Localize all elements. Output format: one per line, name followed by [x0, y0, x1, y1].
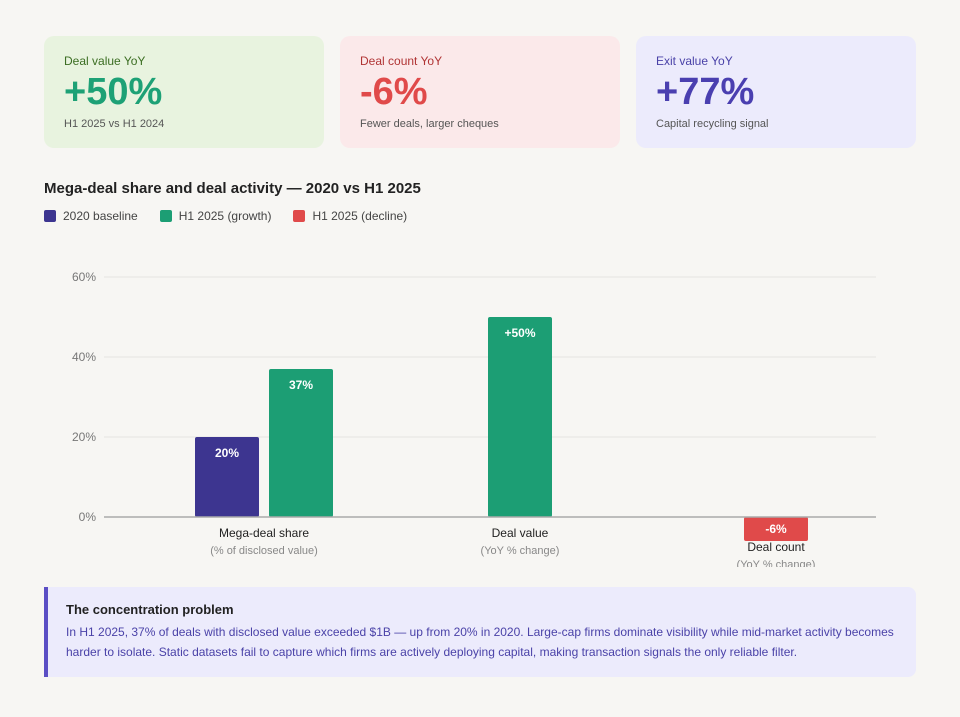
bar [195, 437, 259, 517]
legend-item-baseline: 2020 baseline [44, 209, 138, 223]
kpi-card-deal-count: Deal count YoY -6% Fewer deals, larger c… [340, 36, 620, 148]
legend-item-decline: H1 2025 (decline) [293, 209, 407, 223]
legend-label: H1 2025 (decline) [312, 209, 408, 223]
bar-data-label: -6% [765, 522, 787, 536]
legend-swatch [293, 210, 306, 222]
insight-callout: The concentration problem In H1 2025, 37… [44, 587, 916, 677]
bar-data-label: 37% [289, 378, 313, 392]
kpi-label: Deal value YoY [64, 54, 146, 68]
bar [744, 517, 808, 541]
callout-title: The concentration problem [66, 602, 234, 617]
bar-chart: 0% 20% 40% 60% 20% 37% Mega-deal share (% of di… [72, 270, 876, 567]
kpi-value: +77% [656, 71, 755, 113]
x-category-label: Deal value [492, 526, 549, 540]
chart-title: Mega-deal share and deal activity — 2020… [44, 180, 421, 197]
kpi-row: Deal value YoY +50% H1 2025 vs H1 2024 D… [44, 36, 916, 148]
kpi-subtitle: Capital recycling signal [656, 118, 769, 130]
x-category-sublabel: (% of disclosed value) [210, 545, 318, 557]
x-category-label: Deal count [747, 540, 805, 554]
legend-swatch [44, 210, 56, 222]
y-tick-label: 40% [72, 350, 96, 364]
kpi-label: Deal count YoY [360, 54, 443, 68]
legend-item-growth: H1 2025 (growth) [159, 209, 272, 223]
x-category-sublabel: (YoY % change) [481, 545, 560, 557]
legend-label: H1 2025 (growth) [178, 209, 272, 223]
x-category-label: Mega-deal share [219, 526, 309, 540]
bar [488, 317, 552, 517]
chart-legend: 2020 baseline H1 2025 (growth) H1 2025 (… [44, 209, 407, 223]
kpi-card-exit-value: Exit value YoY +77% Capital recycling si… [636, 36, 916, 148]
callout-body: In H1 2025, 37% of deals with disclosed … [66, 625, 894, 659]
bar-data-label: +50% [504, 326, 535, 340]
y-tick-label: 60% [72, 270, 96, 284]
bar [269, 369, 333, 517]
legend-label: 2020 baseline [63, 209, 138, 223]
y-tick-label: 20% [72, 430, 96, 444]
kpi-value: -6% [360, 71, 428, 113]
kpi-subtitle: Fewer deals, larger cheques [360, 118, 499, 130]
kpi-label: Exit value YoY [656, 54, 733, 68]
kpi-value: +50% [64, 71, 163, 113]
bar-data-label: 20% [215, 446, 239, 460]
kpi-card-deal-value: Deal value YoY +50% H1 2025 vs H1 2024 [44, 36, 324, 148]
y-tick-label: 0% [79, 510, 97, 524]
x-category-sublabel: (YoY % change) [737, 559, 816, 567]
legend-swatch [159, 210, 172, 222]
kpi-subtitle: H1 2025 vs H1 2024 [64, 118, 165, 130]
